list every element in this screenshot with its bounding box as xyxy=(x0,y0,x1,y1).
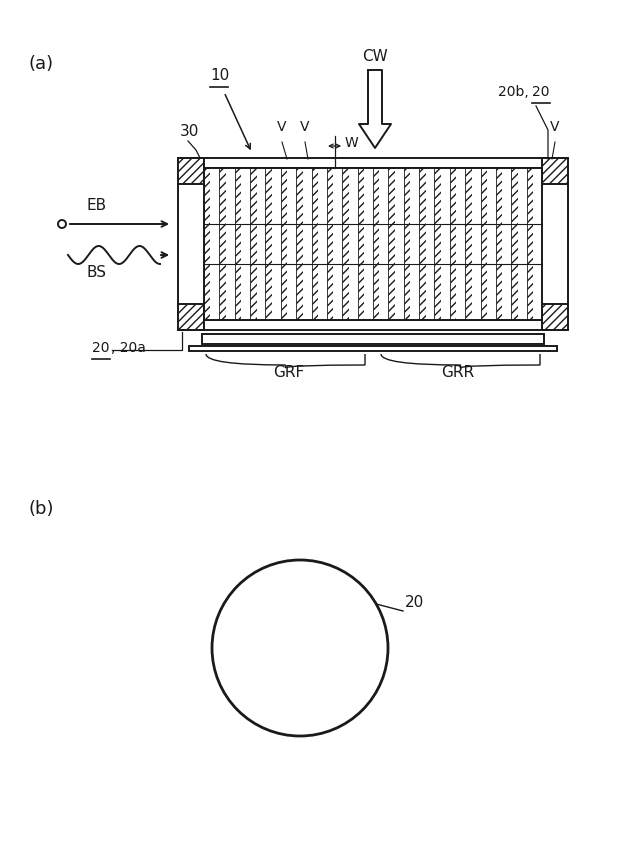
Bar xyxy=(542,158,568,184)
Bar xyxy=(241,168,250,320)
Text: 20: 20 xyxy=(405,595,424,610)
Text: EB: EB xyxy=(87,198,107,213)
Bar xyxy=(380,168,388,320)
Bar xyxy=(178,158,204,184)
Bar xyxy=(272,168,281,320)
Bar xyxy=(204,168,211,320)
Bar xyxy=(404,168,410,320)
Text: W: W xyxy=(344,136,358,150)
Bar xyxy=(318,168,327,320)
Bar xyxy=(226,168,235,320)
Bar xyxy=(426,168,435,320)
Text: 20: 20 xyxy=(92,341,109,355)
Bar xyxy=(481,168,487,320)
Bar xyxy=(266,168,272,320)
Bar xyxy=(220,168,226,320)
Text: V: V xyxy=(550,120,560,134)
Bar xyxy=(527,168,533,320)
Text: 10: 10 xyxy=(210,68,229,83)
Bar xyxy=(202,334,544,344)
Bar xyxy=(373,168,380,320)
Bar xyxy=(257,168,266,320)
Bar xyxy=(435,168,441,320)
Bar xyxy=(533,168,542,320)
Text: , 20a: , 20a xyxy=(111,341,146,355)
Bar xyxy=(189,346,557,351)
Bar xyxy=(518,168,527,320)
Text: 20: 20 xyxy=(532,85,550,99)
Bar xyxy=(496,168,502,320)
Bar xyxy=(204,320,542,330)
Bar xyxy=(333,168,342,320)
Bar xyxy=(296,168,303,320)
Text: (a): (a) xyxy=(28,55,53,73)
Bar xyxy=(395,168,404,320)
Text: (b): (b) xyxy=(28,500,54,518)
Bar xyxy=(441,168,450,320)
Bar xyxy=(204,158,542,168)
Bar xyxy=(410,168,419,320)
Bar xyxy=(472,168,481,320)
Bar xyxy=(358,168,364,320)
Text: BS: BS xyxy=(86,265,106,280)
Bar xyxy=(349,168,358,320)
Text: V: V xyxy=(277,120,287,134)
Text: CW: CW xyxy=(362,49,388,64)
Bar xyxy=(312,168,318,320)
Bar xyxy=(303,168,312,320)
Bar xyxy=(250,168,257,320)
Bar xyxy=(419,168,426,320)
Bar xyxy=(178,304,204,330)
Bar xyxy=(388,168,395,320)
Bar xyxy=(511,168,518,320)
Text: GRR: GRR xyxy=(441,365,474,380)
Bar xyxy=(502,168,511,320)
Bar xyxy=(465,168,472,320)
Text: V: V xyxy=(300,120,310,134)
Bar xyxy=(542,304,568,330)
Bar xyxy=(342,168,349,320)
Bar xyxy=(456,168,465,320)
Bar xyxy=(287,168,296,320)
Bar xyxy=(281,168,287,320)
Text: 20b,: 20b, xyxy=(498,85,533,99)
Bar xyxy=(487,168,496,320)
Bar xyxy=(211,168,220,320)
Bar xyxy=(327,168,333,320)
Bar xyxy=(364,168,373,320)
Bar xyxy=(235,168,241,320)
Text: GRF: GRF xyxy=(273,365,304,380)
Text: 30: 30 xyxy=(180,124,200,139)
Bar xyxy=(450,168,456,320)
